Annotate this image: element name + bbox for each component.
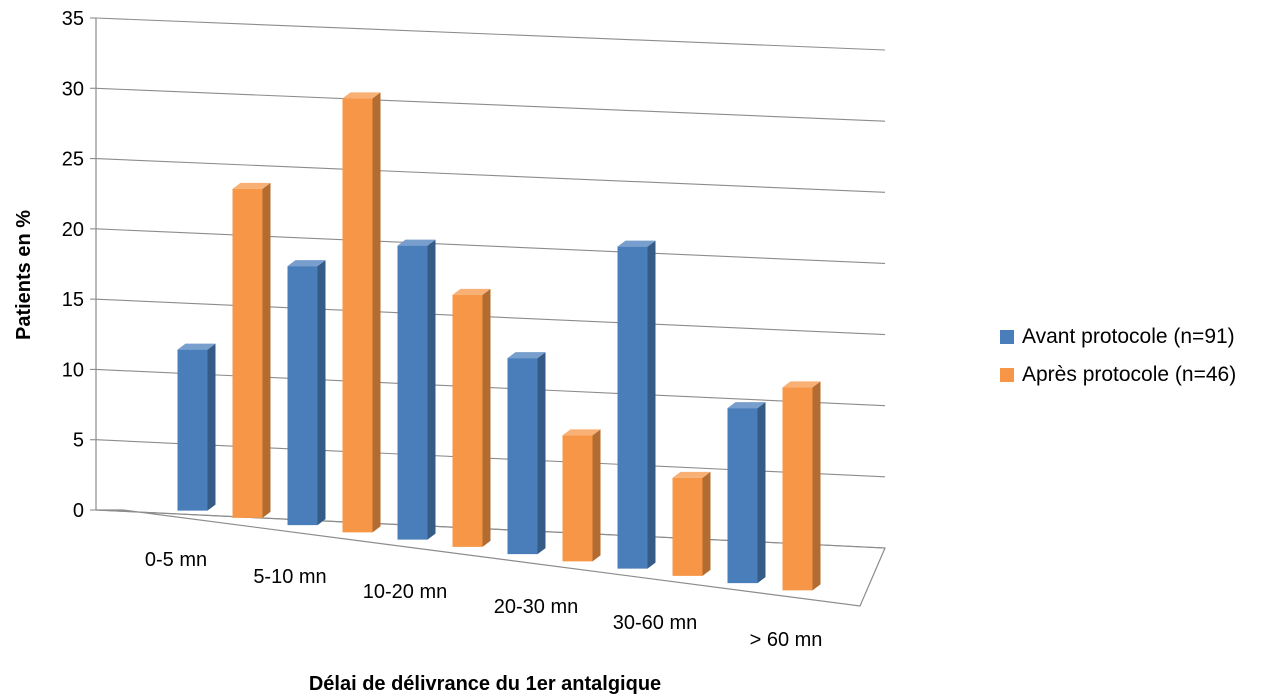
bar-front <box>562 435 593 562</box>
bar-side <box>757 402 766 584</box>
bar-side <box>592 429 601 562</box>
legend-label-avant: Avant protocole (n=91) <box>1022 325 1235 348</box>
bar-side <box>372 92 381 533</box>
bar-top <box>782 381 821 388</box>
bar-top <box>397 239 436 246</box>
bar-front <box>782 387 813 591</box>
legend-swatch-avant <box>1000 330 1014 344</box>
bar-avant-1 <box>287 260 326 526</box>
bar-top <box>232 182 271 189</box>
y-tick-label: 15 <box>62 289 84 311</box>
bar-side <box>702 471 711 576</box>
bar-avant-5 <box>727 402 766 584</box>
bar-top <box>452 288 491 295</box>
bar-side <box>812 381 821 591</box>
bar-front <box>287 266 318 526</box>
x-category-label: 10-20 mn <box>363 581 448 603</box>
bar-top <box>342 92 381 99</box>
y-tick-label: 10 <box>62 359 84 381</box>
bar-front <box>507 358 538 555</box>
bar-side <box>262 182 271 518</box>
bar-apres-0 <box>232 182 271 518</box>
bar-side <box>207 343 216 511</box>
bar-front <box>672 477 703 576</box>
legend-item-avant: Avant protocole (n=91) <box>1000 318 1236 356</box>
y-tick-label: 5 <box>73 430 84 452</box>
y-tick-label: 30 <box>62 78 84 100</box>
bar-front <box>397 245 428 540</box>
gridline <box>95 17 886 51</box>
bar-top <box>727 402 766 409</box>
legend-item-apres: Après protocole (n=46) <box>1000 356 1236 394</box>
legend: Avant protocole (n=91) Après protocole (… <box>1000 318 1236 394</box>
bar-top <box>177 343 216 350</box>
bar-side <box>317 260 326 526</box>
y-tick-label: 25 <box>62 149 84 171</box>
bar-top <box>672 471 711 478</box>
legend-swatch-apres <box>1000 368 1014 382</box>
x-category-label: 5-10 mn <box>253 566 326 588</box>
bar-front <box>617 246 648 569</box>
bar-apres-1 <box>342 92 381 533</box>
bar-side <box>482 288 491 547</box>
y-tick-label: 35 <box>62 8 84 30</box>
gridline <box>95 87 886 122</box>
gridline <box>95 228 886 264</box>
legend-label-apres: Après protocole (n=46) <box>1022 363 1237 386</box>
bar-top <box>287 260 326 267</box>
bar-apres-2 <box>452 288 491 547</box>
bar-front <box>177 349 208 511</box>
bar-avant-4 <box>617 240 656 569</box>
bar-front <box>232 188 263 518</box>
y-tick-label: 0 <box>73 500 84 522</box>
bar-top <box>617 240 656 247</box>
bar-top <box>507 352 546 359</box>
x-category-label: 30-60 mn <box>613 612 698 634</box>
y-axis-title: Patients en % <box>13 210 35 340</box>
bar-avant-3 <box>507 352 546 555</box>
bar-side <box>427 239 436 540</box>
x-category-label: > 60 mn <box>750 629 823 651</box>
x-category-label: 20-30 mn <box>494 596 579 618</box>
bar-avant-2 <box>397 239 436 540</box>
gridline <box>95 158 886 193</box>
bar-apres-3 <box>562 429 601 562</box>
bar-side <box>537 352 546 555</box>
y-tick-label: 20 <box>62 219 84 241</box>
bar-side <box>647 240 656 569</box>
bar-avant-0 <box>177 343 216 511</box>
bar-front <box>342 98 373 533</box>
x-axis-title: Délai de délivrance du 1er antalgique <box>309 673 661 695</box>
x-axis-categories: 0-5 mn 5-10 mn 10-20 mn 20-30 mn 30-60 mn > 6… <box>145 549 823 651</box>
bar-front <box>452 294 483 547</box>
bars <box>177 92 821 591</box>
bar-top <box>562 429 601 436</box>
bar-apres-4 <box>672 471 711 576</box>
bar-apres-5 <box>782 381 821 591</box>
bar-front <box>727 408 758 584</box>
x-category-label: 0-5 mn <box>145 549 207 571</box>
y-axis-ticks: 0 5 10 15 20 25 30 35 <box>62 8 84 522</box>
